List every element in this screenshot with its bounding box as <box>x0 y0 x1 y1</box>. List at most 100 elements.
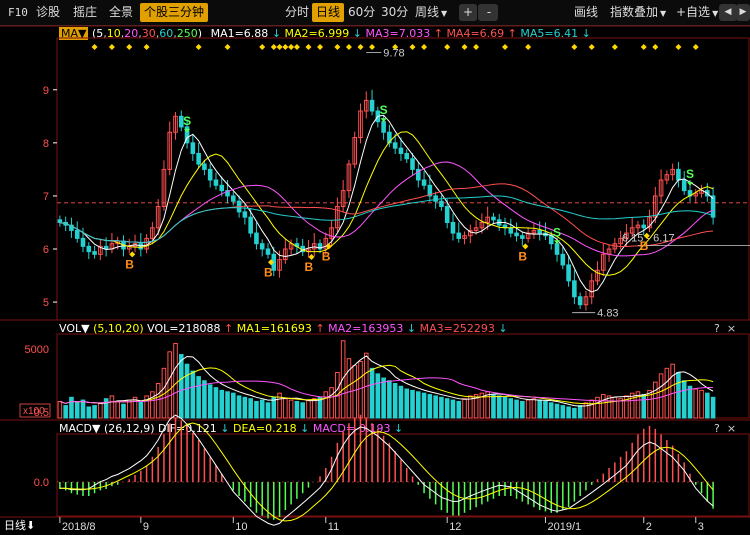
candle-body <box>473 227 479 231</box>
draw-line-button[interactable]: 画线 <box>574 5 599 19</box>
diagnose-button[interactable]: 诊股 <box>36 5 61 19</box>
signal-diamond <box>282 44 289 50</box>
tab-30min[interactable]: 30分 <box>381 5 409 19</box>
down-arrow-icon: ↓ <box>352 27 362 40</box>
signal-diamond <box>224 44 231 50</box>
zoom-out-button[interactable]: - <box>480 4 498 21</box>
up-arrow-icon: ↑ <box>315 322 325 335</box>
candle-body <box>317 243 323 250</box>
volume-bar <box>572 407 577 419</box>
volume-bar <box>664 367 670 419</box>
prev-arrow-icon[interactable]: ◀ <box>719 4 737 21</box>
candle-body <box>508 227 514 234</box>
sell-signal-arrow <box>554 240 561 245</box>
ma-param-10: 10 <box>106 27 121 40</box>
candle-body <box>283 248 288 261</box>
period-selector[interactable]: 日线⬇ <box>4 519 35 533</box>
ma-selector[interactable]: MA▼ <box>59 27 89 40</box>
ma3-value: MA3=7.033 <box>365 27 431 40</box>
chevron-down-icon: ▼ <box>441 9 448 18</box>
candle-body <box>485 216 490 223</box>
pick-button[interactable]: 摇庄 <box>73 5 98 19</box>
volume-bar <box>213 387 219 419</box>
candle-body <box>681 179 687 192</box>
candle-body <box>560 253 566 266</box>
volume-bar <box>358 360 363 419</box>
tab-60min[interactable]: 60分 <box>348 5 376 19</box>
zoom-in-button[interactable]: + <box>459 4 477 21</box>
close-icon[interactable]: × <box>726 322 737 335</box>
time-axis-label: 10 <box>235 521 247 533</box>
price-tick-label: 9 <box>43 85 49 97</box>
volume-bar <box>306 399 311 419</box>
volume-bar <box>606 395 612 419</box>
dea-line <box>59 422 714 522</box>
volume-bar <box>647 389 652 419</box>
index-overlay-label: 指数叠加 <box>610 5 659 19</box>
down-arrow-icon: ↓ <box>220 422 230 435</box>
candle-body <box>635 224 641 229</box>
f10-button[interactable]: F10 <box>8 6 28 19</box>
candle-body <box>248 216 253 234</box>
signal-diamond <box>293 44 300 50</box>
close-icon[interactable]: × <box>726 422 737 435</box>
three-minute-button[interactable]: 个股三分钟 <box>140 3 209 22</box>
high-price-label: 9.78 <box>383 48 404 60</box>
volume-bar <box>57 400 63 419</box>
up-arrow-icon: ↑ <box>507 27 517 40</box>
volume-bar <box>612 396 618 419</box>
help-icon[interactable]: ? <box>714 422 720 435</box>
signal-diamond <box>588 44 595 50</box>
volume-bar <box>502 396 508 419</box>
add-watchlist-button[interactable]: +自选 ▼ <box>672 3 722 22</box>
volume-bar <box>456 400 462 419</box>
signal-diamond <box>270 44 277 50</box>
buy-signal-label: B <box>322 249 331 263</box>
candle-body <box>433 195 438 202</box>
candle-body <box>265 248 271 255</box>
overview-button[interactable]: 全景 <box>109 5 134 19</box>
candle-body <box>74 229 80 239</box>
volume-bar <box>300 402 305 419</box>
volume-bar <box>705 392 710 419</box>
help-icon[interactable]: ? <box>714 322 720 335</box>
candle-body <box>572 280 577 298</box>
signal-diamond <box>305 44 312 50</box>
volume-bar <box>699 389 704 419</box>
candle-body <box>583 296 589 306</box>
tab-zhouxian[interactable]: 周线 ▼ <box>411 3 451 22</box>
candle-body <box>710 195 716 218</box>
ma2-value: MA2=6.999 <box>284 27 350 40</box>
volume-bar <box>496 395 502 419</box>
candle-body <box>577 296 583 306</box>
time-axis-label: 12 <box>449 521 461 533</box>
candle-body <box>641 224 647 229</box>
volume-bar <box>629 392 635 419</box>
macd-selector[interactable]: MACD▼ <box>59 422 101 435</box>
candle-body <box>259 243 265 250</box>
panel-frame <box>56 433 750 517</box>
candle-body <box>219 184 225 192</box>
signal-diamond <box>392 44 399 50</box>
index-overlay-button[interactable]: 指数叠加 ▼ <box>606 3 670 22</box>
candle-body <box>335 206 340 229</box>
tab-fenshi[interactable]: 分时 <box>285 5 310 19</box>
vol-selector[interactable]: VOL▼ <box>59 322 90 335</box>
tab-rixian[interactable]: 日线 <box>312 3 345 22</box>
volume-bar <box>566 406 571 419</box>
candle-body <box>352 137 357 165</box>
candle-body <box>444 206 450 223</box>
next-arrow-icon[interactable]: ▶ <box>736 4 750 21</box>
volume-bar <box>525 399 531 419</box>
volume-bar <box>329 387 334 419</box>
candle-body <box>676 168 681 181</box>
vol-unit-box <box>19 403 51 418</box>
sell-signal-label: S <box>183 114 191 128</box>
candle-body <box>173 115 178 133</box>
volume-bar <box>560 405 566 419</box>
volume-bar <box>577 405 583 419</box>
down-arrow-icon: ↓ <box>271 27 282 40</box>
volume-bar <box>404 388 410 419</box>
candle-body <box>184 126 190 144</box>
